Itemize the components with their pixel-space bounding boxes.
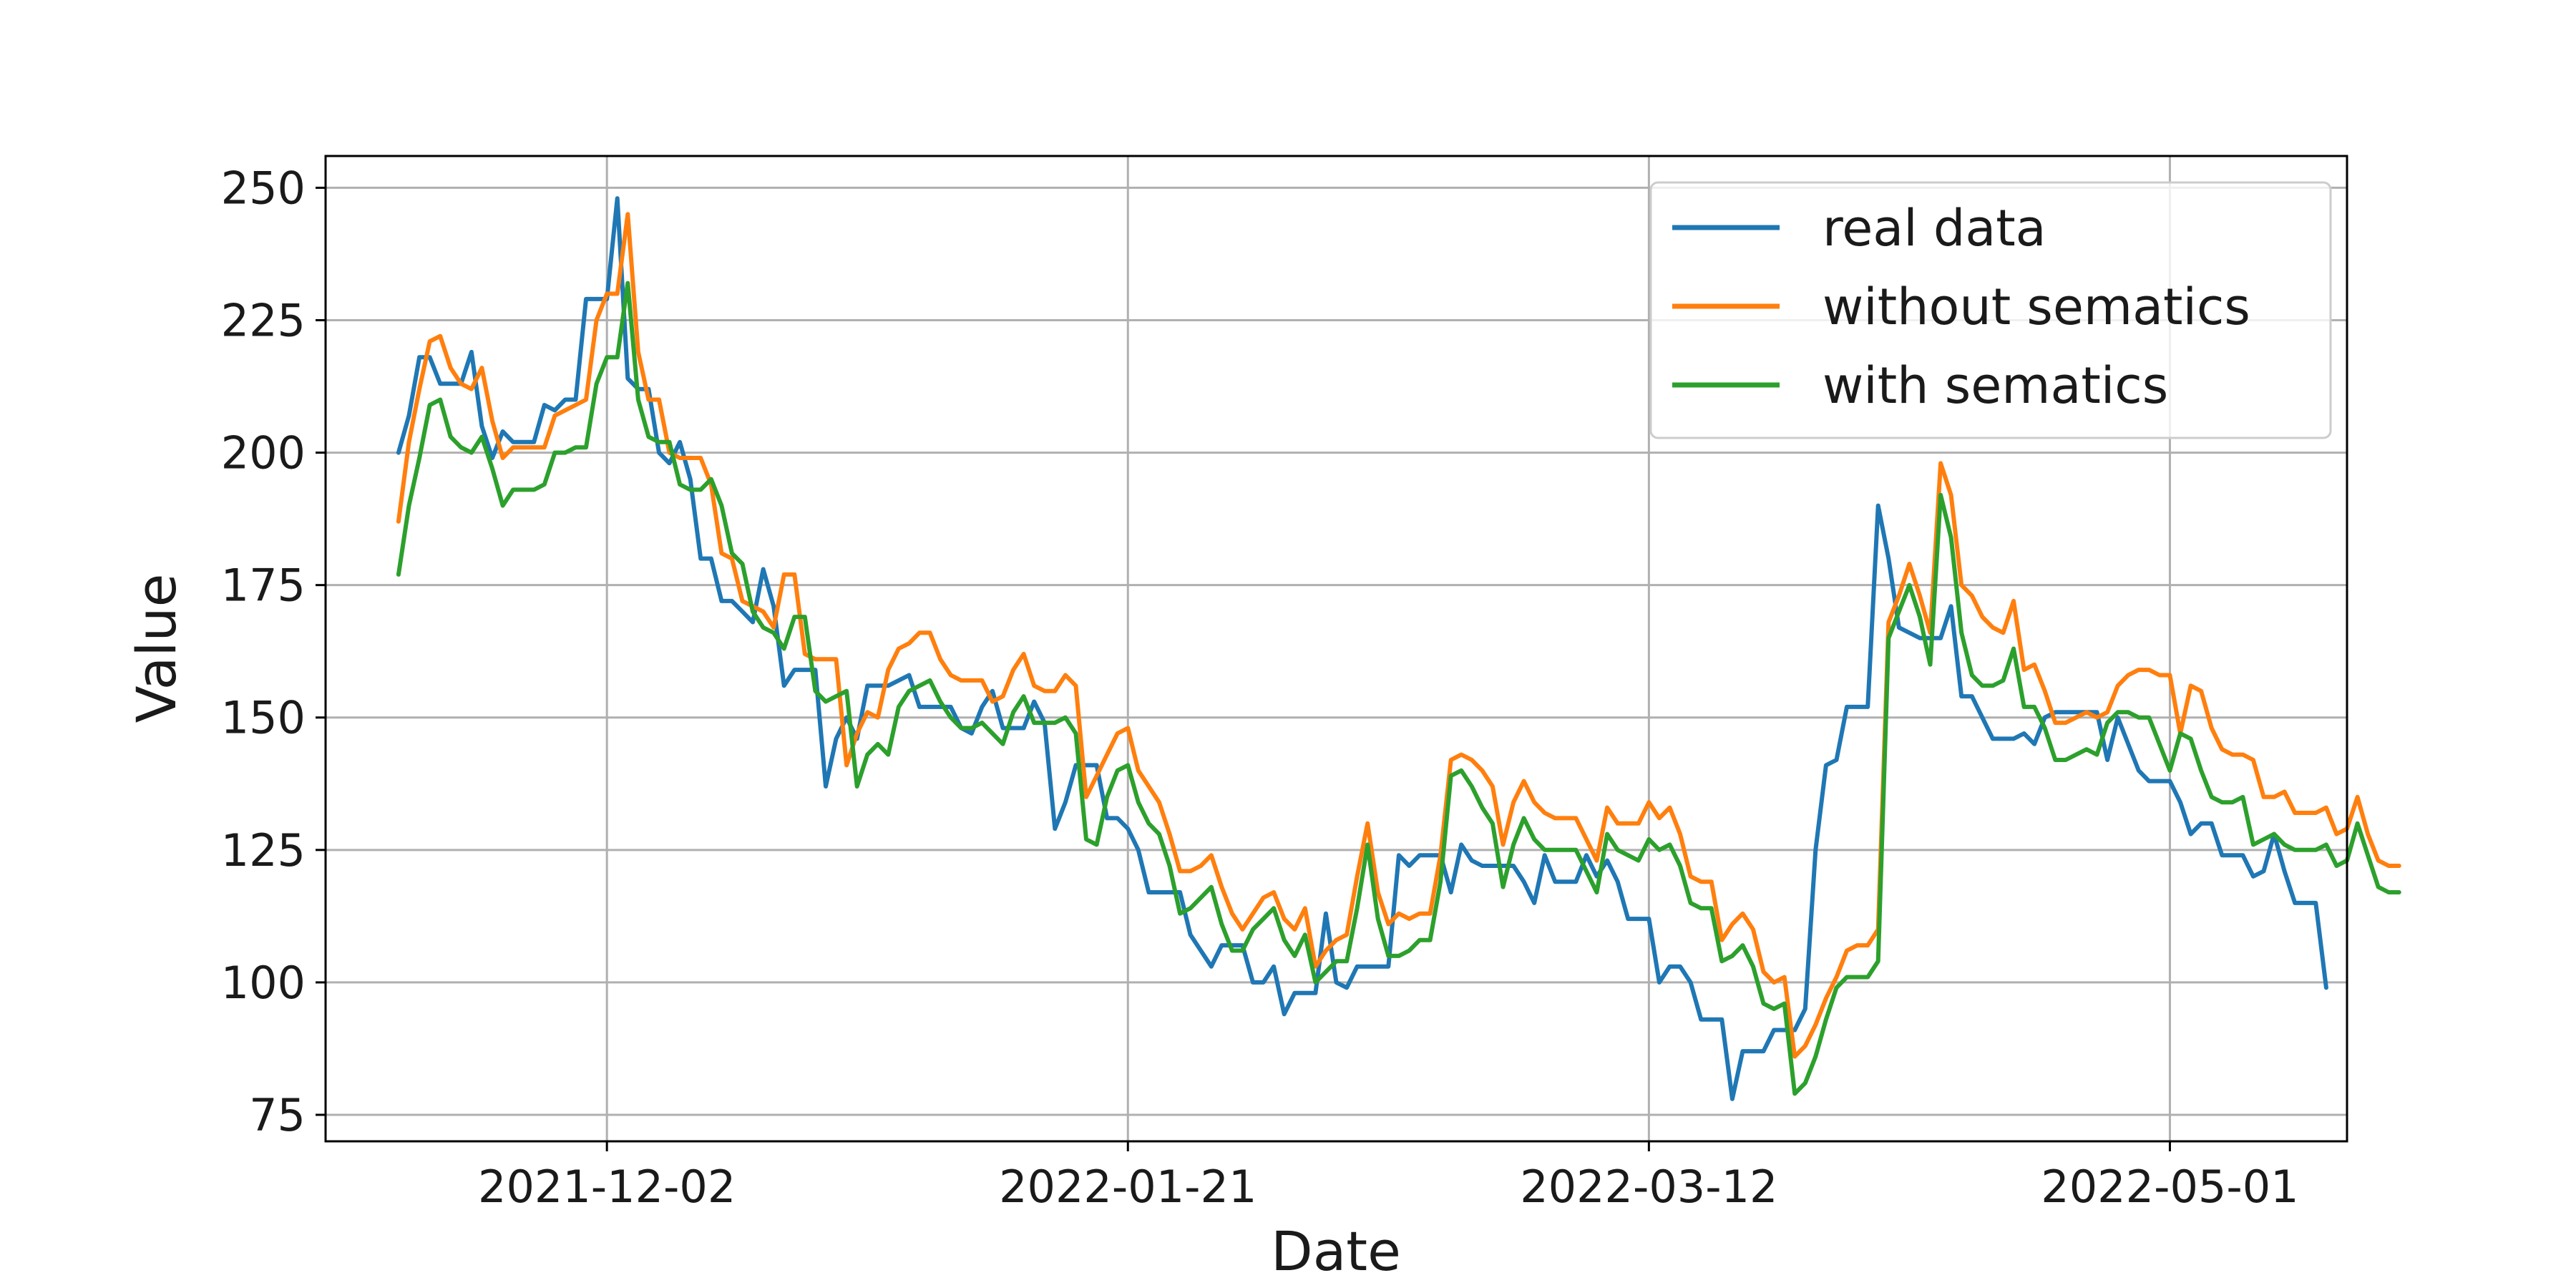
y-tick-label: 200 xyxy=(221,427,306,479)
legend-label: with sematics xyxy=(1823,356,2168,415)
x-tick-label: 2022-03-12 xyxy=(1520,1161,1777,1213)
series-line xyxy=(396,196,2328,1101)
y-tick-label: 175 xyxy=(221,560,306,612)
legend-box xyxy=(1649,181,2332,439)
legend-label: real data xyxy=(1823,199,2046,258)
x-tick-label: 2021-12-02 xyxy=(478,1161,736,1213)
legend: real data without sematics with sematics xyxy=(1649,181,2332,439)
series-line xyxy=(396,280,2401,1096)
y-tick-label: 225 xyxy=(221,295,306,347)
y-axis-label: Value xyxy=(125,574,188,723)
series-line xyxy=(396,212,2401,1059)
series-real-data xyxy=(396,196,2328,1101)
plot-frame xyxy=(324,155,2348,1143)
series-with-sematics xyxy=(396,280,2401,1096)
series-without-sematics xyxy=(396,212,2401,1059)
y-tick-label: 250 xyxy=(221,162,306,214)
x-tick-label: 2022-01-21 xyxy=(999,1161,1257,1213)
series-layer xyxy=(396,196,2401,1101)
y-tick-label: 125 xyxy=(221,824,306,877)
ticks: 75 100 125 150 175 200 225 250 2021-12-02 2022-01… xyxy=(221,162,2299,1213)
y-tick-label: 75 xyxy=(249,1089,306,1141)
x-tick-label: 2022-05-01 xyxy=(2041,1161,2298,1213)
legend-label: without sematics xyxy=(1823,278,2250,336)
y-tick-label: 150 xyxy=(221,692,306,744)
x-axis-label: Date xyxy=(1271,1219,1401,1283)
y-tick-label: 100 xyxy=(221,957,306,1009)
